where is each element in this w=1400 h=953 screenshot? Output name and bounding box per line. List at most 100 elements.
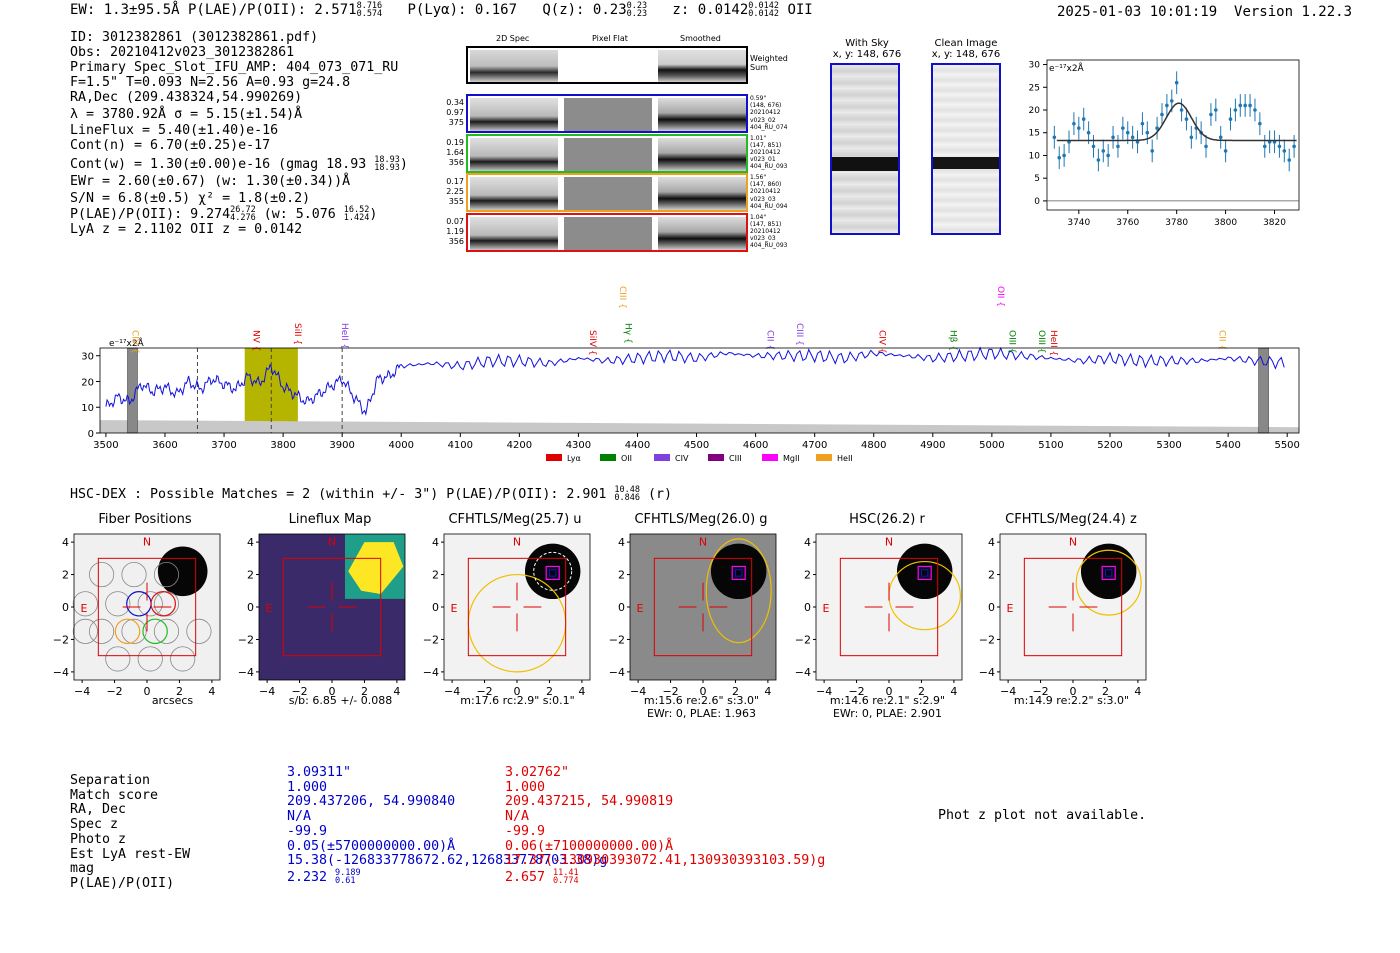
fiber-meta-line: (147, 851) xyxy=(750,220,782,228)
cutout-ytick-label: 0 xyxy=(804,601,811,614)
fiber-circle xyxy=(89,618,115,644)
fiber-pixelflat-thumb xyxy=(564,137,652,171)
cutout-xtick-label: 4 xyxy=(764,685,771,698)
spectrum-xtick-label: 4700 xyxy=(802,440,827,451)
col2-separation: 3.02762" xyxy=(505,765,570,780)
line-marker-label: OIII { xyxy=(1036,330,1046,354)
zoom-point xyxy=(1125,130,1130,135)
fiber-value: 356 xyxy=(448,236,464,246)
zoom-point xyxy=(1081,117,1086,121)
photz-note: Phot z plot not available. xyxy=(938,808,1147,823)
timestamp: 2025-01-03 10:01:19 xyxy=(1057,4,1218,20)
spectrum-xtick-label: 5300 xyxy=(1156,440,1181,451)
zoom-point xyxy=(1077,126,1081,130)
noise-area xyxy=(100,420,1299,433)
label-mag: mag xyxy=(70,861,95,877)
fiber-meta-line: v023_03 xyxy=(750,195,776,203)
fiber-circle xyxy=(137,591,163,617)
spectrum-xtick-label: 5400 xyxy=(1215,440,1240,451)
cutout-panel: CFHTLS/Meg(25.7) u N E 4 2 0 −2 −4 −4 −2 0 2 4 m:17.6… xyxy=(423,512,620,727)
cutout-xtick-label: −4 xyxy=(444,685,460,698)
cutout-caption: m:15.6 re:2.6" s:3.0" xyxy=(643,694,760,707)
cutout-ytick-label: 2 xyxy=(804,569,811,582)
zoom-point xyxy=(1086,130,1091,135)
match-box-inner xyxy=(1104,569,1113,577)
fiber-smoothed-thumb xyxy=(658,216,746,250)
z-value: z: 0.0142 xyxy=(672,2,749,18)
fiber-circle xyxy=(121,561,147,588)
zoom-point xyxy=(1052,135,1057,140)
fiber-meta-line: 404_RU_074 xyxy=(750,123,788,131)
zoom-point xyxy=(1238,103,1243,108)
fiber-value: 0.34 xyxy=(446,98,464,107)
galaxy-core xyxy=(1080,543,1137,600)
legend-label: CIV xyxy=(675,454,689,463)
zoom-point xyxy=(1262,144,1267,149)
fiber-circle xyxy=(105,591,131,617)
search-box xyxy=(467,557,567,657)
cutout-xtick-label: 4 xyxy=(950,685,957,698)
line-marker-label: CII { xyxy=(764,330,774,350)
fiber-circle xyxy=(186,618,212,644)
cutout-ytick-label: 4 xyxy=(618,536,625,549)
fiber-smoothed-thumb xyxy=(658,137,746,171)
line-marker-label: CIII { xyxy=(794,323,804,346)
fiber-circle xyxy=(137,646,163,672)
spectrum-ylabel: e⁻¹⁷x2Å xyxy=(109,337,145,349)
fiber-pixelflat-thumb xyxy=(564,216,652,250)
cutout-xtick-label: 2 xyxy=(176,685,183,698)
fiber-values: 0.17 2.25 355 xyxy=(444,177,464,207)
spectrum-xtick-label: 5100 xyxy=(1038,440,1063,451)
label-photo-z: Photo z xyxy=(70,831,127,847)
info-plae: P(LAE)/P(OII): 9.274 26.72 4.276 (w: 5.076… xyxy=(70,205,378,224)
cutout-ytick-label: 0 xyxy=(432,601,439,614)
zoom-point xyxy=(1140,121,1145,126)
zoom-point xyxy=(1072,121,1076,126)
cutout-panel: HSC(26.2) r N E 4 2 0 −2 −4 −4 −2 0 2 4 m:14.6 re:2.1… xyxy=(795,512,992,727)
col1-separation: 3.09311" xyxy=(287,765,352,780)
cutout-xtick-label: 4 xyxy=(578,685,585,698)
line-marker-label: SiIV { xyxy=(587,330,597,356)
match-box-inner xyxy=(734,569,743,577)
cutout-ytick-label: 2 xyxy=(432,569,439,582)
zoom-point xyxy=(1174,80,1179,85)
cutout-xtick-label: 0 xyxy=(144,685,151,698)
spectrum-xtick-label: 4100 xyxy=(448,440,473,451)
col2-mag: 17.37(-130930393072.41,130930393103.59)g xyxy=(505,853,826,869)
with-sky-trace xyxy=(832,157,898,171)
north-label: N xyxy=(143,535,151,548)
zoom-point xyxy=(1228,117,1233,121)
match-box xyxy=(545,565,560,581)
search-box xyxy=(653,557,753,657)
cutout-panel: Fiber Positions N E 4 2 0 −2 −4 −4 −2 0 2 4 arcsecs xyxy=(53,512,250,727)
zoom-point xyxy=(1292,144,1296,149)
fiber-meta-line: (147, 860) xyxy=(750,181,782,189)
clean-image-title: Clean Image x, y: 148, 676 xyxy=(931,38,1001,60)
col1-plae: 2.232 9.189 0.61 xyxy=(287,867,361,886)
fiber-2d-thumb xyxy=(470,137,558,171)
zoom-xtick-label: 3760 xyxy=(1116,218,1139,228)
col1-specz: N/A xyxy=(287,809,312,825)
match-box-inner xyxy=(548,569,557,577)
fiber-values: 0.19 1.64 356 xyxy=(444,138,464,168)
col2-radec: 209.437215, 54.990819 xyxy=(505,794,674,810)
spectrum-xtick-label: 5000 xyxy=(979,440,1004,451)
info-lineflux: LineFlux = 5.40(±1.40)e-16 xyxy=(70,122,279,138)
gap-bar xyxy=(1258,347,1269,434)
spectrum-ytick-label: 20 xyxy=(81,377,94,388)
north-label: N xyxy=(328,535,336,548)
cutout-xtick-label: −4 xyxy=(1000,685,1016,698)
cutout-ytick-label: −4 xyxy=(53,666,69,679)
fiber-meta-line: 20210412 xyxy=(750,227,781,235)
zoom-point xyxy=(1223,149,1228,153)
fiber-meta-line: 1.56" xyxy=(750,174,767,181)
info-contw: Cont(w) = 1.30(±0.00)e-16 (gmag 18.93 18… xyxy=(70,154,408,173)
cutout-ytick-label: −4 xyxy=(609,666,625,679)
zoom-point xyxy=(1287,158,1292,162)
summary-ew: EW: 1.3±95.5Å P(LAE)/P(OII): 2.571 xyxy=(70,2,357,18)
cutout-caption-2: EWr: 0, PLAE: 1.963 xyxy=(646,707,757,720)
line-marker-label: CIV { xyxy=(877,330,887,354)
line-marker-label: Hβ { xyxy=(948,330,958,351)
cutout-xtick-label: 4 xyxy=(1134,685,1141,698)
